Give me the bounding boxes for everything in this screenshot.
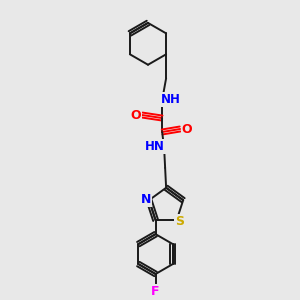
Text: NH: NH xyxy=(161,93,181,106)
Text: S: S xyxy=(175,215,184,228)
Text: O: O xyxy=(182,122,192,136)
Text: HN: HN xyxy=(145,140,165,153)
Text: F: F xyxy=(151,285,160,298)
Text: O: O xyxy=(130,109,141,122)
Text: N: N xyxy=(141,193,151,206)
